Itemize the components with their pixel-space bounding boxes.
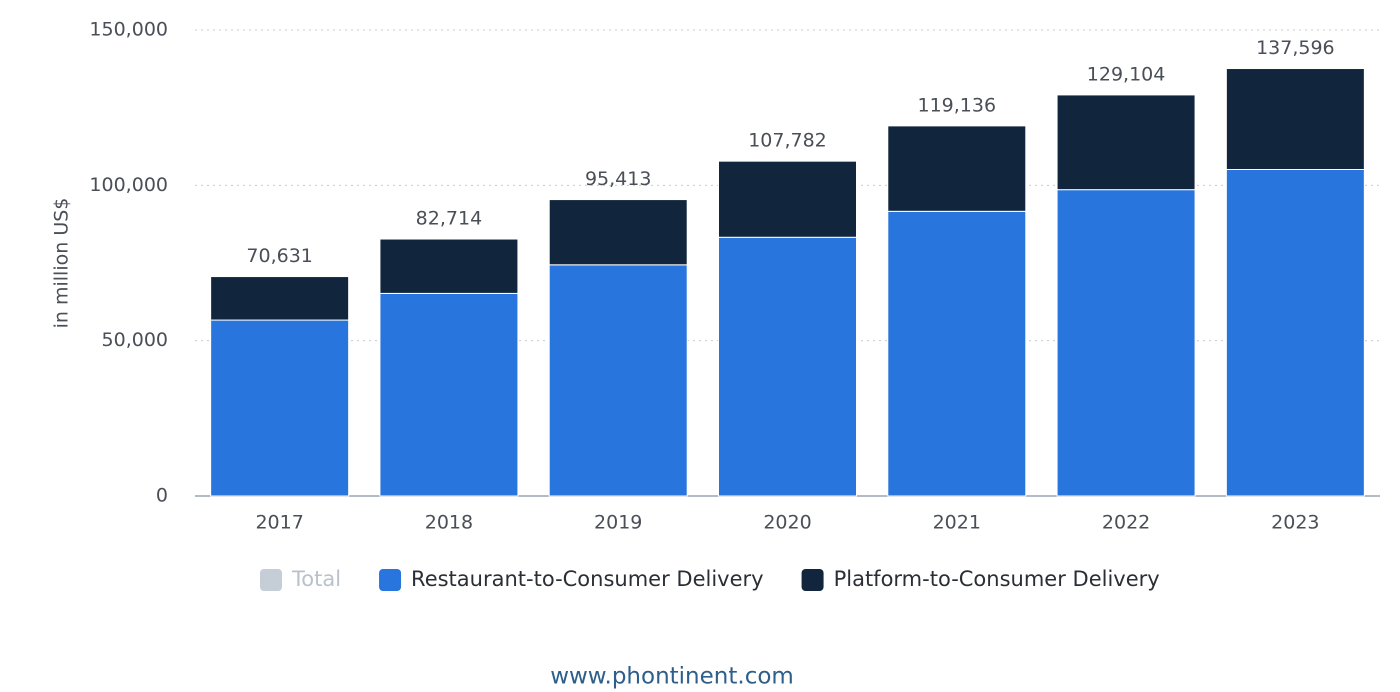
y-axis-label: in million US$ <box>51 198 73 329</box>
bar-segment <box>1225 169 1365 497</box>
data-label: 82,714 <box>416 208 482 230</box>
data-label: 129,104 <box>1087 63 1166 85</box>
footer: www.phontinent.com <box>550 664 794 690</box>
legend-swatch[interactable] <box>801 569 824 591</box>
x-tick-label: 2017 <box>255 512 303 534</box>
y-tick-label: 100,000 <box>89 174 168 196</box>
bar-segment <box>548 199 688 266</box>
bar-segment <box>548 264 688 497</box>
bar-segment <box>1225 68 1365 171</box>
bar-segment <box>1056 189 1196 497</box>
bar-segment <box>379 292 519 497</box>
y-tick-label: 150,000 <box>89 19 168 41</box>
legend-swatch[interactable] <box>379 569 402 591</box>
bar-segment <box>210 276 350 321</box>
data-label: 119,136 <box>917 94 996 116</box>
data-label: 107,782 <box>748 130 827 152</box>
x-tick-label: 2018 <box>425 512 473 534</box>
bar-segment <box>1056 94 1196 191</box>
bar-segment <box>210 319 350 497</box>
x-tick-label: 2020 <box>763 512 811 534</box>
legend-label[interactable]: Restaurant-to-Consumer Delivery <box>411 567 764 591</box>
data-label: 137,596 <box>1256 37 1335 59</box>
y-tick-label: 0 <box>156 485 168 507</box>
legend-swatch[interactable] <box>260 569 282 591</box>
legend-label[interactable]: Platform-to-Consumer Delivery <box>834 567 1160 591</box>
bar-segment <box>718 160 857 238</box>
bar-segment <box>887 210 1027 497</box>
data-label: 70,631 <box>246 245 312 267</box>
y-tick-label: 50,000 <box>102 329 168 351</box>
bar-segment <box>379 238 519 294</box>
data-label: 95,413 <box>585 168 651 190</box>
legend-label[interactable]: Total <box>291 567 341 591</box>
x-tick-label: 2021 <box>933 512 981 534</box>
x-tick-label: 2023 <box>1271 512 1319 534</box>
x-tick-label: 2019 <box>594 512 642 534</box>
bar-segment <box>718 236 857 497</box>
bar-segment <box>887 125 1027 212</box>
x-tick-label: 2022 <box>1102 512 1150 534</box>
